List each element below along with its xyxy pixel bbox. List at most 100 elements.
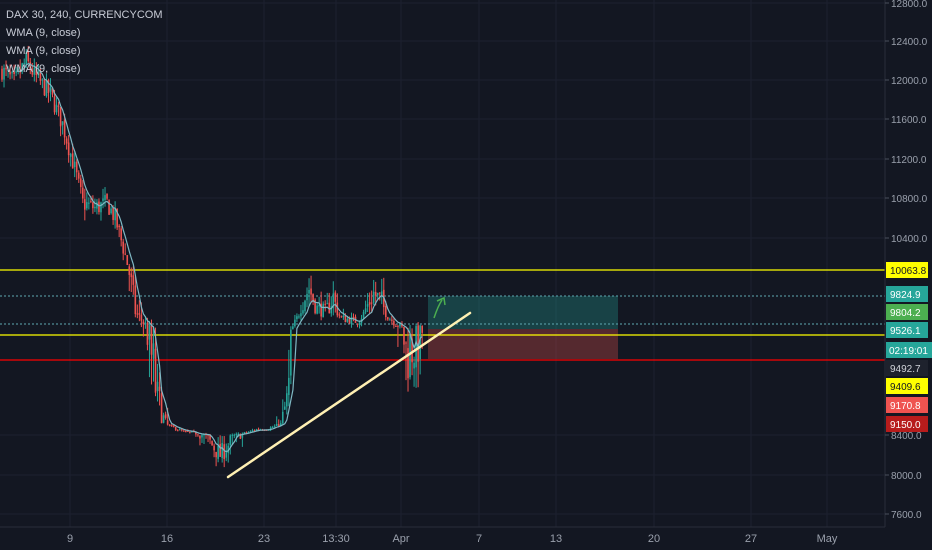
- candle: [211, 440, 213, 446]
- candle: [112, 205, 114, 225]
- candle: [221, 436, 223, 463]
- candle: [57, 101, 60, 117]
- candle: [227, 443, 230, 463]
- candle: [330, 296, 333, 317]
- arrow-head: [436, 296, 446, 306]
- candle: [75, 159, 78, 180]
- x-tick-label: May: [817, 533, 838, 545]
- candle: [366, 293, 369, 313]
- y-tick-label: 10800.0: [891, 194, 928, 205]
- candle: [120, 226, 122, 247]
- candle: [65, 136, 68, 150]
- take-profit-zone[interactable]: [428, 296, 618, 329]
- candle: [174, 426, 177, 432]
- svg-text:9492.7: 9492.7: [890, 364, 921, 375]
- candle: [96, 199, 98, 215]
- candle: [374, 281, 377, 306]
- candle: [144, 316, 147, 329]
- candle: [389, 317, 391, 321]
- candle: [288, 349, 290, 407]
- svg-text:10063.8: 10063.8: [890, 266, 927, 277]
- candle: [94, 198, 96, 213]
- candle: [104, 187, 106, 207]
- candle: [162, 412, 165, 424]
- candle: [82, 180, 84, 204]
- projection-arrow[interactable]: [433, 299, 443, 319]
- symbol-title: DAX 30, 240, CURRENCYCOM: [6, 9, 163, 21]
- price-tag: 9150.0: [886, 416, 928, 432]
- candle: [332, 281, 335, 316]
- x-tick-label: 16: [161, 533, 173, 545]
- stop-loss-zone[interactable]: [428, 329, 618, 359]
- indicator-label[interactable]: WMA (9, close): [6, 63, 81, 75]
- candle: [23, 58, 26, 66]
- candle: [296, 313, 298, 323]
- candle: [45, 73, 48, 98]
- candle: [233, 433, 236, 439]
- candle: [11, 70, 13, 79]
- candle: [336, 293, 339, 318]
- price-tag: 9804.2: [886, 304, 928, 320]
- x-tick-label: 20: [648, 533, 660, 545]
- candle: [294, 314, 296, 328]
- bar-countdown: 02:19:01: [886, 342, 932, 358]
- price-tag: 9170.8: [886, 397, 928, 413]
- candle: [370, 290, 373, 313]
- y-tick-label: 11600.0: [891, 115, 927, 126]
- candle: [5, 60, 7, 77]
- candle: [300, 304, 302, 321]
- wma-series: [18, 62, 423, 453]
- y-tick-label: 10400.0: [891, 234, 928, 245]
- candle: [49, 78, 52, 102]
- candle: [102, 188, 104, 209]
- price-tags: 10063.8 9824.9 9804.2 9526.1 9492.7 9409.6 917…: [886, 262, 932, 432]
- candle: [405, 341, 407, 381]
- candle: [308, 278, 310, 306]
- candle: [160, 387, 163, 424]
- candle: [356, 323, 359, 328]
- candle: [152, 326, 155, 382]
- trend-line[interactable]: [226, 311, 472, 479]
- candle: [55, 97, 58, 115]
- candle: [231, 433, 234, 445]
- candle: [122, 238, 124, 261]
- price-tag: 9492.7: [886, 360, 928, 376]
- candle: [219, 435, 221, 458]
- wma-line: [18, 62, 423, 453]
- candle: [51, 88, 54, 98]
- candle: [378, 292, 381, 301]
- candle: [106, 193, 108, 201]
- y-tick-label: 12000.0: [891, 76, 928, 87]
- indicator-label[interactable]: WMA (9, close): [6, 45, 81, 57]
- candle: [41, 78, 44, 89]
- candle: [108, 199, 110, 215]
- candle: [7, 66, 9, 78]
- candle: [1, 65, 3, 82]
- candle: [17, 66, 19, 75]
- candle: [197, 433, 199, 437]
- candle: [37, 64, 40, 79]
- candle: [302, 302, 304, 316]
- x-tick-label: 9: [67, 533, 73, 545]
- candle: [269, 426, 272, 432]
- candle: [217, 437, 219, 463]
- y-tick-label: 11200.0: [891, 155, 927, 166]
- candle: [395, 323, 397, 327]
- candle: [273, 424, 276, 428]
- candle: [150, 319, 153, 385]
- x-tick-label: 27: [745, 533, 757, 545]
- candle: [342, 308, 345, 320]
- y-tick-label: 7600.0: [891, 510, 922, 521]
- drawings[interactable]: [226, 296, 472, 479]
- svg-text:9804.2: 9804.2: [890, 308, 921, 319]
- candle: [92, 195, 94, 214]
- time-axis[interactable]: 9 16 23 13:30 Apr 7 13 20 27 May: [0, 526, 932, 550]
- candle: [27, 45, 30, 63]
- indicator-label[interactable]: WMA (9, close): [6, 27, 81, 39]
- y-tick-label: 8000.0: [891, 471, 922, 482]
- candle: [15, 66, 17, 77]
- candle: [407, 327, 409, 392]
- x-tick-label: 13: [550, 533, 562, 545]
- candle: [346, 316, 349, 323]
